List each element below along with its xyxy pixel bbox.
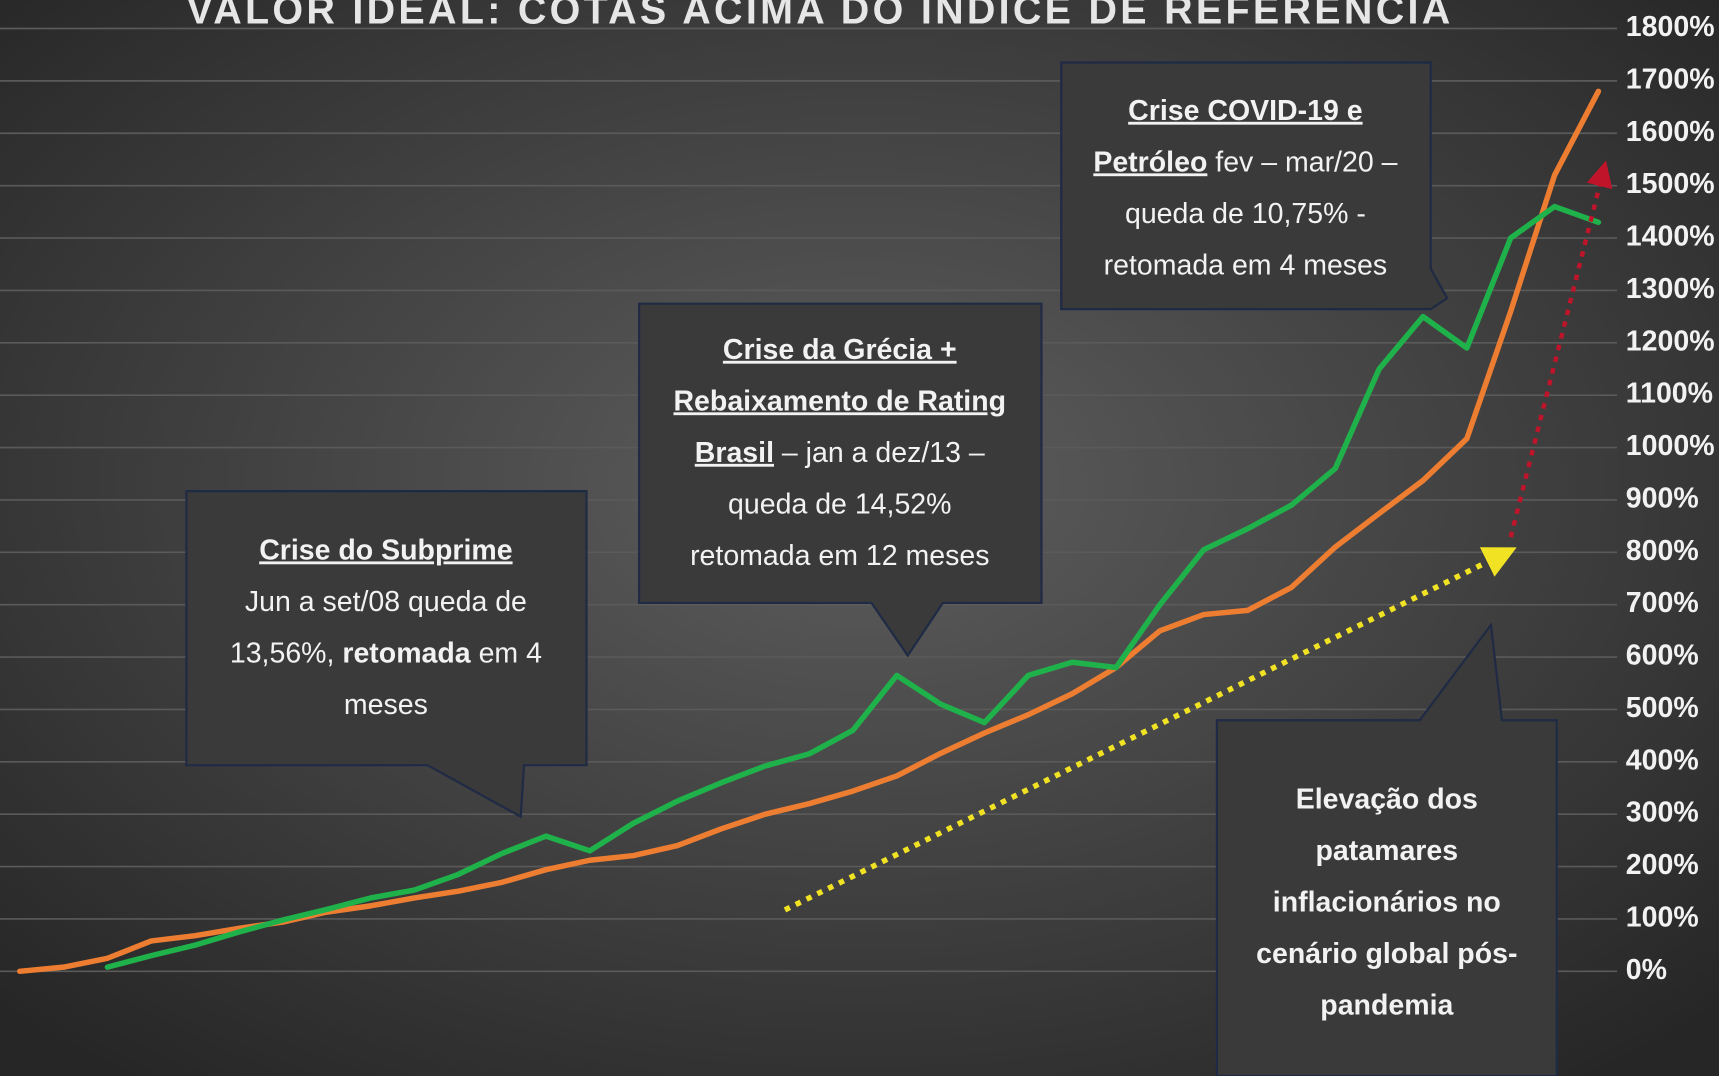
annotation-text: patamares	[1316, 834, 1459, 866]
annotation-text: Crise da Grécia +	[723, 333, 957, 365]
annotation-text: Petróleo fev – mar/20 –	[1093, 146, 1397, 178]
annotation-text: meses	[344, 689, 428, 721]
y-tick-label: 600%	[1626, 640, 1699, 672]
trend-arrow	[783, 547, 1517, 913]
trend-arrow	[1508, 160, 1613, 538]
annotation-run: retomada em 12 meses	[690, 539, 989, 571]
annotation-run: Petróleo	[1093, 146, 1207, 178]
annotation-run: em 4	[471, 637, 542, 669]
annotation-run: patamares	[1316, 834, 1459, 866]
annotation-run: Crise da Grécia +	[723, 333, 957, 365]
annotation-text: 13,56%, retomada em 4	[230, 637, 542, 669]
y-tick-label: 900%	[1626, 482, 1699, 514]
annotation-run: Brasil	[695, 436, 774, 468]
y-tick-label: 0%	[1626, 954, 1667, 986]
y-tick-label: 700%	[1626, 587, 1699, 619]
annotation-run: Crise do Subprime	[259, 534, 512, 566]
y-tick-label: 400%	[1626, 744, 1699, 776]
annotation-run: Elevação dos	[1296, 783, 1478, 815]
annotation-run: retomada	[342, 637, 471, 669]
callout-box	[638, 302, 1043, 658]
annotation-run: queda de 10,75% -	[1125, 197, 1366, 229]
y-tick-label: 1600%	[1626, 116, 1715, 148]
annotation-run: – jan a dez/13 –	[774, 436, 985, 468]
annotation-text: Brasil – jan a dez/13 –	[695, 436, 985, 468]
annotation-text: cenário global pós-	[1256, 937, 1517, 969]
y-tick-label: 1700%	[1626, 63, 1715, 95]
annotation-text: Jun a set/08 queda de	[245, 585, 527, 617]
annotation-run: inflacionários no	[1273, 886, 1501, 918]
annotation-run: 13,56%,	[230, 637, 343, 669]
chart-title: VALOR IDEAL: COTAS ACIMA DO ÍNDICE DE RE…	[187, 0, 1454, 33]
annotation-run: cenário global pós-	[1256, 937, 1517, 969]
annotation-run: Crise COVID-19 e	[1128, 94, 1362, 126]
callout-box	[1215, 622, 1558, 1076]
annotation-text: Elevação dos	[1296, 783, 1478, 815]
annotation-run: retomada em 4 meses	[1104, 249, 1388, 281]
series-line	[104, 203, 1602, 970]
annotation-run: pandemia	[1320, 989, 1454, 1021]
annotation-text: queda de 10,75% -	[1125, 197, 1366, 229]
y-tick-label: 200%	[1626, 849, 1699, 881]
y-tick-label: 1400%	[1626, 221, 1715, 253]
annotation-text: queda de 14,52%	[728, 488, 951, 520]
annotations: Crise do Subprime Jun a set/08 queda de 13…	[185, 61, 1558, 1076]
y-tick-label: 1200%	[1626, 325, 1715, 357]
annotation-run: Rebaixamento de Rating	[673, 385, 1006, 417]
y-tick-label: 1800%	[1626, 11, 1715, 43]
annotation-text: pandemia	[1320, 989, 1454, 1021]
y-tick-label: 100%	[1626, 901, 1699, 933]
y-tick-label: 1100%	[1626, 378, 1713, 410]
annotation-text: Crise do Subprime	[259, 534, 512, 566]
annotation-text: Crise COVID-19 e	[1128, 94, 1362, 126]
plot-area	[16, 88, 1602, 975]
annotation-run: queda de 14,52%	[728, 488, 951, 520]
callout-box	[185, 490, 588, 819]
annotation-text: retomada em 12 meses	[690, 539, 989, 571]
annotation-text: retomada em 4 meses	[1104, 249, 1388, 281]
annotation-run: meses	[344, 689, 428, 721]
annotation-text: Rebaixamento de Rating	[673, 385, 1006, 417]
y-tick-label: 300%	[1626, 797, 1699, 829]
callout-box	[1060, 61, 1449, 311]
y-tick-label: 1000%	[1626, 430, 1715, 462]
annotation-run: Jun a set/08 queda de	[245, 585, 527, 617]
y-tick-label: 800%	[1626, 535, 1699, 567]
y-tick-label: 1300%	[1626, 273, 1715, 305]
annotation-text: inflacionários no	[1273, 886, 1501, 918]
y-tick-label: 500%	[1626, 692, 1699, 724]
y-tick-label: 1500%	[1626, 168, 1715, 200]
annotation-run: fev – mar/20 –	[1207, 146, 1397, 178]
